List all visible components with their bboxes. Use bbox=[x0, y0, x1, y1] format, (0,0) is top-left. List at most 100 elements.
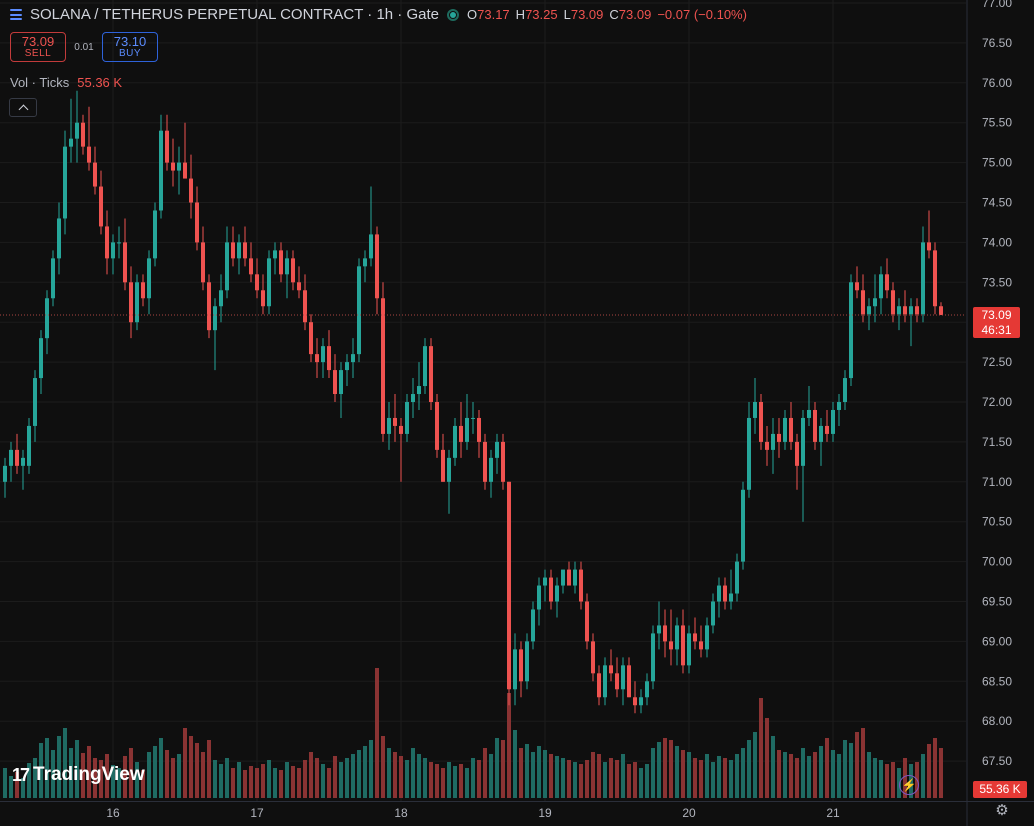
time-tick-label: 16 bbox=[106, 806, 120, 820]
volume-bar bbox=[147, 752, 151, 798]
volume-bar bbox=[837, 754, 841, 798]
volume-bar bbox=[21, 778, 25, 798]
tradingview-logo[interactable]: 17 TradingView bbox=[12, 764, 145, 786]
chevron-up-icon bbox=[18, 104, 28, 114]
volume-bar bbox=[405, 760, 409, 798]
candle-body bbox=[819, 425, 823, 442]
price-tick-label: 69.00 bbox=[982, 634, 1012, 648]
candle-body bbox=[75, 122, 79, 139]
volume-bar bbox=[9, 776, 13, 798]
candle-body bbox=[675, 625, 679, 650]
price-tick-label: 73.50 bbox=[982, 275, 1012, 289]
candle-body bbox=[903, 306, 907, 315]
buy-label: BUY bbox=[118, 47, 142, 59]
candle-body bbox=[429, 346, 433, 402]
candle-body bbox=[759, 402, 763, 442]
candle-body bbox=[435, 402, 439, 450]
volume-bar bbox=[453, 766, 457, 798]
volume-bar bbox=[243, 770, 247, 798]
candle-body bbox=[123, 242, 127, 283]
volume-bar bbox=[471, 758, 475, 798]
volume-bar bbox=[393, 752, 397, 798]
volume-bar bbox=[75, 740, 79, 798]
volume-bar bbox=[129, 748, 133, 798]
volume-bar bbox=[639, 768, 643, 798]
candle-body bbox=[87, 146, 91, 163]
candle-body bbox=[537, 585, 541, 610]
buy-button[interactable]: 73.10 BUY bbox=[102, 32, 158, 62]
volume-bar bbox=[159, 738, 163, 798]
sell-price: 73.09 bbox=[21, 33, 55, 49]
candle-body bbox=[303, 290, 307, 323]
candle-body bbox=[507, 481, 511, 690]
time-tick-label: 17 bbox=[250, 806, 264, 820]
symbol-title[interactable]: SOLANA / TETHERUS PERPETUAL CONTRACT · 1… bbox=[30, 6, 439, 23]
candle-body bbox=[639, 697, 643, 706]
candle-body bbox=[615, 673, 619, 690]
price-tick-label: 75.00 bbox=[982, 156, 1012, 170]
candle-body bbox=[129, 282, 133, 323]
volume-bar bbox=[237, 762, 241, 798]
volume-bar bbox=[201, 752, 205, 798]
volume-bar bbox=[141, 770, 145, 798]
candle-body bbox=[183, 162, 187, 179]
volume-bar bbox=[195, 743, 199, 798]
menu-icon[interactable] bbox=[10, 9, 22, 20]
volume-bar bbox=[771, 736, 775, 798]
volume-bar bbox=[867, 752, 871, 798]
time-axis[interactable]: 16 17 18 19 20 21 bbox=[106, 806, 840, 820]
candle-body bbox=[909, 306, 913, 315]
candle-body bbox=[711, 601, 715, 626]
volume-bar bbox=[705, 754, 709, 798]
time-tick-label: 20 bbox=[682, 806, 696, 820]
volume-legend[interactable]: Vol · Ticks 55.36 K bbox=[10, 75, 122, 90]
candle-body bbox=[45, 298, 49, 339]
lightning-icon[interactable]: ⚡ bbox=[899, 775, 919, 795]
price-tick-label: 69.50 bbox=[982, 595, 1012, 609]
candle-body bbox=[315, 354, 319, 363]
volume-bar bbox=[615, 760, 619, 798]
price-axis[interactable]: 77.00 76.50 76.00 75.50 75.00 74.50 74.00 73.50… bbox=[982, 0, 1012, 768]
spread-value: 0.01 bbox=[74, 41, 94, 53]
volume-bar bbox=[729, 760, 733, 798]
volume-bar bbox=[321, 764, 325, 798]
candle-body bbox=[825, 425, 829, 434]
volume-bar bbox=[537, 746, 541, 798]
collapse-legend-button[interactable] bbox=[9, 98, 37, 117]
candle-body bbox=[357, 266, 361, 355]
price-tick-label: 75.50 bbox=[982, 116, 1012, 130]
candle-body bbox=[477, 417, 481, 442]
candle-body bbox=[897, 306, 901, 315]
candle-body bbox=[291, 258, 295, 283]
price-tick-label: 76.00 bbox=[982, 76, 1012, 90]
volume-bar bbox=[459, 764, 463, 798]
volume-bar bbox=[363, 746, 367, 798]
settings-gear-icon[interactable]: ⚙ bbox=[995, 802, 1009, 819]
price-tick-label: 67.50 bbox=[982, 754, 1012, 768]
candle-body bbox=[573, 569, 577, 586]
volume-bar bbox=[225, 758, 229, 798]
volume-bar bbox=[651, 748, 655, 798]
volume-bar bbox=[921, 754, 925, 798]
candle-body bbox=[621, 665, 625, 690]
candle-body bbox=[933, 250, 937, 307]
volume-bar bbox=[387, 748, 391, 798]
candle-body bbox=[381, 298, 385, 434]
candle-body bbox=[309, 322, 313, 355]
volume-bar bbox=[759, 698, 763, 798]
price-tick-label: 71.00 bbox=[982, 475, 1012, 489]
volume-bar bbox=[3, 768, 7, 798]
candle-body bbox=[885, 274, 889, 291]
volume-bar bbox=[633, 762, 637, 798]
price-tick-label: 70.00 bbox=[982, 555, 1012, 569]
candle-body bbox=[393, 417, 397, 426]
sell-button[interactable]: 73.09 SELL bbox=[10, 32, 66, 62]
candle-body bbox=[207, 282, 211, 331]
volume-bar bbox=[879, 760, 883, 798]
ohlc-values: O73.17 H73.25 L73.09 C73.09 −0.07 (−0.10… bbox=[467, 7, 747, 22]
candle-body bbox=[117, 242, 121, 244]
time-tick-label: 18 bbox=[394, 806, 408, 820]
volume-bar bbox=[69, 748, 73, 798]
volume-bar bbox=[15, 772, 19, 798]
